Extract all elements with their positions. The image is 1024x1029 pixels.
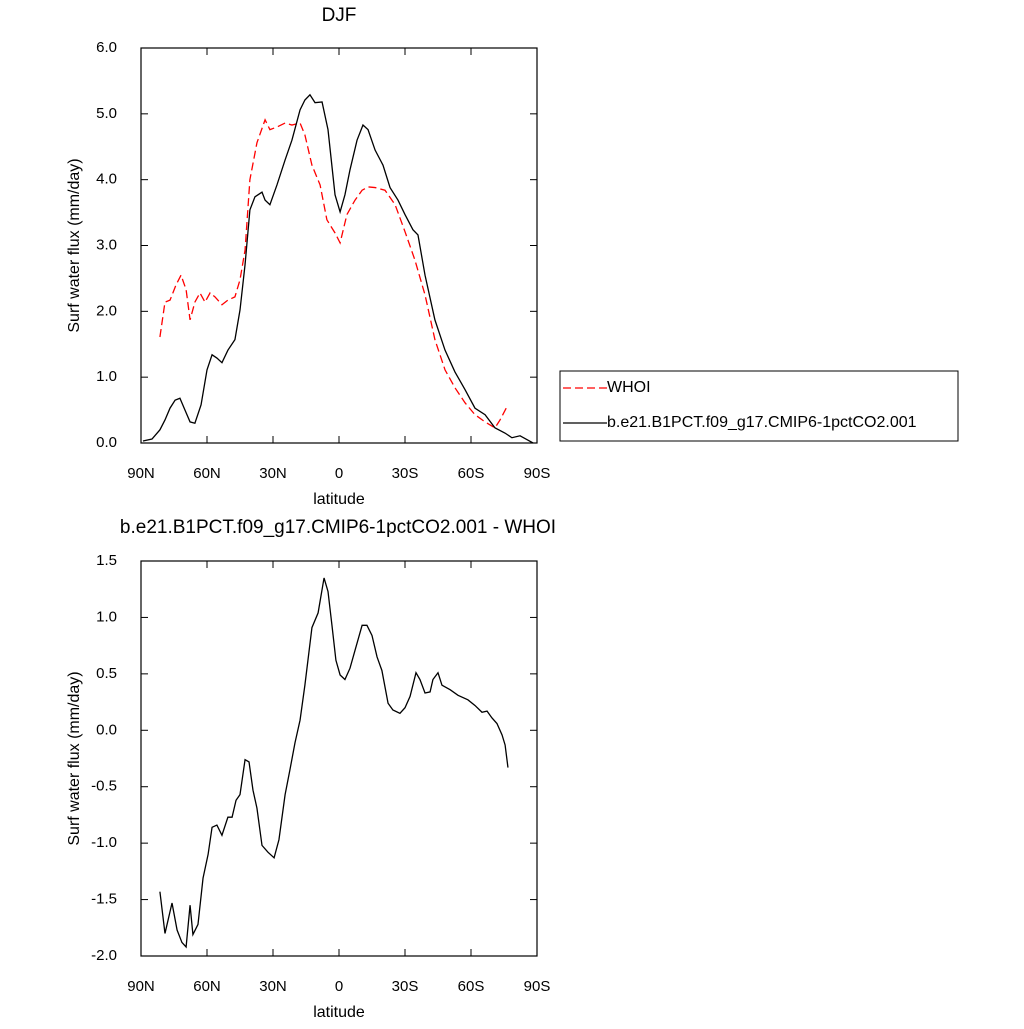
x-tick-label: 90S — [524, 978, 551, 995]
x-tick-label: 0 — [335, 978, 343, 995]
x-tick-label: 30S — [392, 465, 419, 482]
x-tick-label: 60S — [458, 978, 485, 995]
x-tick-label: 90N — [127, 465, 155, 482]
x-axis-label: latitude — [313, 491, 365, 508]
x-tick-label: 30N — [259, 978, 287, 995]
y-tick-label: 0.0 — [96, 434, 117, 451]
x-tick-label: 0 — [335, 465, 343, 482]
chart-title: DJF — [322, 5, 357, 26]
y-axis-label: Surf water flux (mm/day) — [66, 671, 83, 845]
x-axis-label: latitude — [313, 1004, 365, 1021]
plot-frame — [140, 560, 538, 957]
y-tick-label: -1.5 — [91, 891, 117, 908]
legend-label: WHOI — [607, 379, 651, 396]
y-tick-label: -1.0 — [91, 834, 117, 851]
y-tick-label: -2.0 — [91, 947, 117, 964]
x-tick-label: 30S — [392, 978, 419, 995]
x-tick-label: 60S — [458, 465, 485, 482]
x-tick-label: 60N — [193, 465, 221, 482]
y-tick-label: 1.0 — [96, 368, 117, 385]
y-tick-label: 1.5 — [96, 552, 117, 569]
data-line — [142, 93, 534, 444]
y-axis-label: Surf water flux (mm/day) — [66, 158, 83, 332]
y-tick-label: 6.0 — [96, 39, 117, 56]
x-tick-label: 90N — [127, 978, 155, 995]
x-tick-label: 60N — [193, 978, 221, 995]
plot-frame — [140, 47, 538, 444]
legend-label: b.e21.B1PCT.f09_g17.CMIP6-1pctCO2.001 — [607, 414, 917, 431]
y-tick-label: 5.0 — [96, 105, 117, 122]
data-line — [159, 118, 509, 429]
y-tick-label: 2.0 — [96, 302, 117, 319]
x-tick-label: 90S — [524, 465, 551, 482]
chart-title: b.e21.B1PCT.f09_g17.CMIP6-1pctCO2.001 - … — [120, 517, 556, 538]
y-tick-label: 4.0 — [96, 171, 117, 188]
data-line — [159, 577, 509, 949]
y-tick-label: 0.0 — [96, 721, 117, 738]
y-tick-label: 1.0 — [96, 608, 117, 625]
y-tick-label: -0.5 — [91, 778, 117, 795]
y-tick-label: 3.0 — [96, 236, 117, 253]
y-tick-label: 0.5 — [96, 665, 117, 682]
legend-box — [559, 370, 959, 442]
x-tick-label: 30N — [259, 465, 287, 482]
